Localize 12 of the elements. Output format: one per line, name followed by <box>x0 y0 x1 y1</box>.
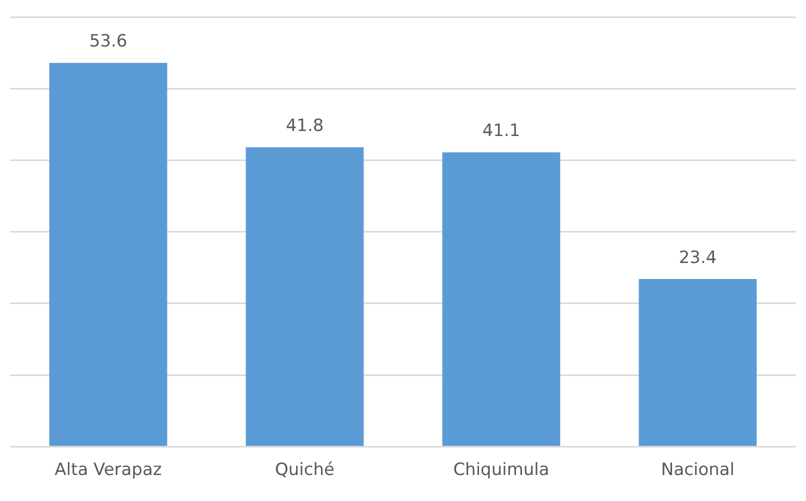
x-tick-label: Quiché <box>275 460 334 480</box>
data-label: 23.4 <box>678 248 717 268</box>
x-tick-label: Alta Verapaz <box>54 460 162 480</box>
bar <box>49 62 168 446</box>
x-tick-label: Nacional <box>660 460 735 480</box>
x-tick-label: Chiquimula <box>453 460 550 480</box>
data-label: 53.6 <box>89 32 128 52</box>
data-label: 41.8 <box>286 116 324 136</box>
data-label: 41.1 <box>482 121 520 142</box>
bar <box>246 147 364 446</box>
bar <box>442 152 560 446</box>
bar <box>638 279 757 446</box>
